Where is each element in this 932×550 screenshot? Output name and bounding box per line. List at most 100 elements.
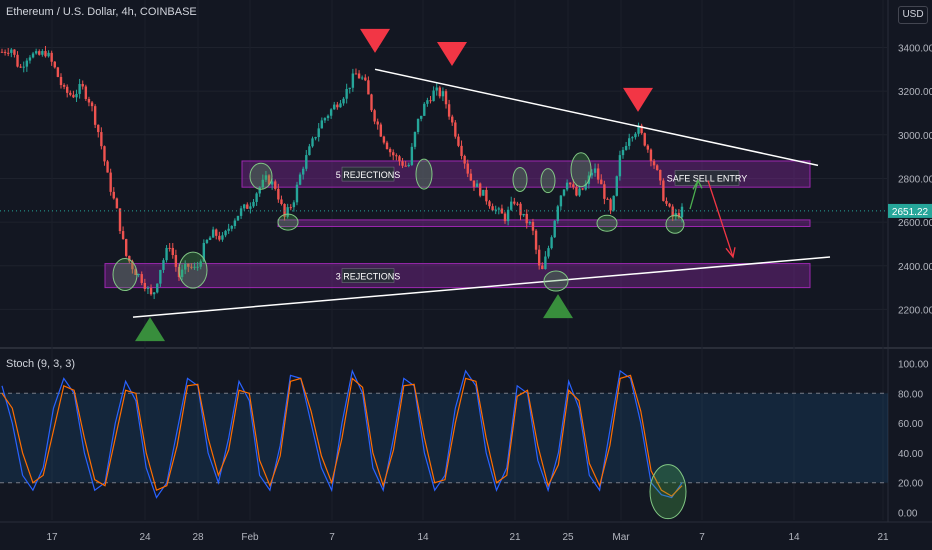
candle-body	[270, 181, 274, 185]
candle-body	[649, 149, 653, 162]
candle-body	[224, 230, 227, 236]
zone-label: 5 REJECTIONS	[336, 170, 401, 180]
candle-body	[193, 266, 196, 268]
candle-body	[211, 229, 215, 238]
buy-marker-triangle	[543, 294, 573, 319]
stoch-series-pct-k	[1, 368, 683, 499]
candle-body	[252, 201, 255, 207]
candle-body	[379, 124, 383, 137]
rejection-ellipse	[277, 213, 299, 231]
candle-body	[305, 155, 308, 169]
candle-body	[246, 204, 249, 209]
candle-body	[311, 138, 314, 147]
price-tick-label: 3200.00	[898, 87, 932, 98]
oversold-ellipse	[649, 464, 687, 520]
candle-body	[274, 181, 277, 189]
candle-body	[354, 73, 358, 75]
candle-body	[190, 266, 193, 268]
time-tick-label: 21	[877, 532, 889, 543]
candle-body	[423, 103, 426, 116]
candle-body	[208, 237, 212, 240]
candle-body	[500, 208, 504, 214]
candle-body	[370, 94, 373, 111]
time-tick-label: 25	[562, 532, 574, 543]
candle-body	[634, 133, 637, 138]
currency-button[interactable]: USD	[898, 6, 928, 24]
rejection-ellipse	[570, 152, 592, 188]
candle-body	[72, 94, 75, 98]
candle-body	[537, 249, 541, 266]
candle-body	[298, 174, 302, 185]
sell-marker-triangle	[623, 87, 653, 112]
candle-body	[460, 145, 463, 156]
candle-body	[261, 179, 265, 188]
candle-body	[131, 261, 134, 270]
sell-marker-triangle	[437, 42, 467, 67]
candle-body	[590, 172, 594, 176]
candle-body	[441, 91, 445, 97]
stoch-series-pct-d	[1, 374, 683, 497]
candle-body	[78, 83, 81, 94]
candle-body	[637, 125, 640, 134]
candle-body	[202, 242, 206, 262]
candle-body	[162, 260, 165, 270]
candle-body	[317, 128, 320, 138]
candle-body	[407, 164, 410, 167]
candle-body	[522, 213, 525, 216]
candle-body	[233, 220, 237, 226]
candle-body	[388, 149, 392, 153]
candle-body	[513, 201, 516, 204]
candle-body	[472, 180, 476, 187]
candle-body	[41, 51, 44, 55]
candle-body	[255, 193, 258, 202]
candle-body	[62, 85, 66, 87]
candle-body	[429, 100, 432, 102]
candle-body	[34, 51, 38, 54]
candle-body	[342, 98, 345, 104]
candle-body	[69, 92, 72, 95]
zone-label: 3 REJECTIONS	[336, 272, 401, 282]
candle-body	[187, 263, 190, 267]
price-tick-label: 3000.00	[898, 131, 932, 142]
candle-body	[438, 87, 442, 97]
rejection-ellipse	[415, 158, 433, 190]
trend-drawings: SAFE SELL ENTRY	[112, 28, 831, 342]
candle-body	[205, 239, 209, 243]
candle-body	[447, 104, 451, 117]
candle-body	[59, 76, 63, 86]
candle-body	[118, 208, 122, 232]
stoch-indicator-label[interactable]: Stoch (9, 3, 3)	[6, 358, 76, 370]
candle-body	[677, 213, 681, 218]
candle-body	[373, 110, 376, 122]
candle-body	[435, 87, 438, 91]
candle-body	[385, 142, 389, 150]
candle-body	[506, 209, 510, 222]
candle-body	[3, 51, 7, 53]
candle-body	[199, 261, 202, 267]
candle-body	[146, 287, 150, 289]
candle-body	[112, 191, 115, 199]
candle-body	[606, 198, 609, 200]
rejection-ellipse	[512, 167, 528, 193]
candle-body	[44, 51, 47, 57]
candle-body	[364, 77, 367, 81]
candlesticks: 2651.22	[0, 45, 932, 300]
candle-body	[367, 80, 370, 95]
candle-body	[575, 187, 578, 196]
candle-body	[183, 263, 187, 270]
candle-body	[615, 176, 618, 196]
time-tick-label: Mar	[612, 532, 630, 543]
support-trendline	[132, 256, 831, 318]
candle-body	[25, 60, 29, 67]
candle-body	[134, 269, 137, 276]
up-arrow	[689, 180, 699, 210]
candle-body	[292, 202, 296, 208]
candle-body	[180, 269, 184, 278]
time-tick-label: 14	[417, 532, 429, 543]
candle-body	[258, 187, 261, 194]
candle-body	[221, 235, 224, 240]
stochastic-oscillator	[0, 368, 888, 520]
candle-body	[97, 124, 100, 133]
candle-body	[404, 165, 407, 167]
